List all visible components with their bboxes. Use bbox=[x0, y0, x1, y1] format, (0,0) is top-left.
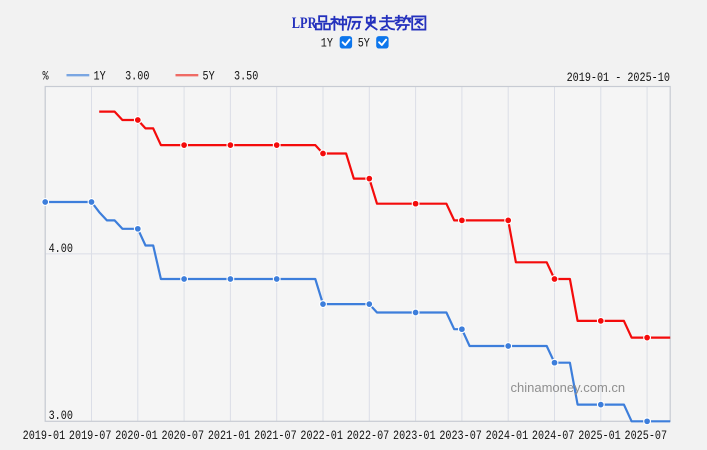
svg-text:chinamoney.com.cn: chinamoney.com.cn bbox=[511, 380, 626, 395]
svg-text:1Y: 1Y bbox=[94, 70, 106, 84]
svg-text:5Y: 5Y bbox=[203, 70, 215, 84]
svg-text:2024-01: 2024-01 bbox=[486, 429, 529, 443]
svg-text:2019-01: 2019-01 bbox=[23, 429, 66, 443]
svg-text:2019-01 - 2025-10: 2019-01 - 2025-10 bbox=[567, 71, 670, 85]
svg-text:2022-01: 2022-01 bbox=[300, 429, 343, 443]
svg-text:2020-01: 2020-01 bbox=[115, 429, 158, 443]
svg-text:LPR: LPR bbox=[292, 15, 318, 33]
svg-text:5Y: 5Y bbox=[358, 36, 370, 50]
svg-text:2020-07: 2020-07 bbox=[162, 429, 205, 443]
svg-text:3.00: 3.00 bbox=[125, 70, 149, 84]
svg-text:3.00: 3.00 bbox=[49, 409, 73, 423]
svg-text:2025-01: 2025-01 bbox=[578, 429, 621, 443]
svg-text:1Y: 1Y bbox=[321, 36, 333, 50]
svg-text:%: % bbox=[43, 70, 49, 84]
svg-text:3.50: 3.50 bbox=[234, 70, 258, 84]
svg-text:2024-07: 2024-07 bbox=[532, 429, 575, 443]
svg-text:2019-07: 2019-07 bbox=[69, 429, 112, 443]
svg-text:2023-07: 2023-07 bbox=[439, 429, 482, 443]
svg-text:2025-07: 2025-07 bbox=[625, 429, 668, 443]
svg-text:2023-01: 2023-01 bbox=[393, 429, 436, 443]
svg-text:2021-07: 2021-07 bbox=[254, 429, 297, 443]
svg-text:2022-07: 2022-07 bbox=[347, 429, 390, 443]
svg-text:2021-01: 2021-01 bbox=[208, 429, 251, 443]
svg-text:4.00: 4.00 bbox=[49, 242, 73, 256]
